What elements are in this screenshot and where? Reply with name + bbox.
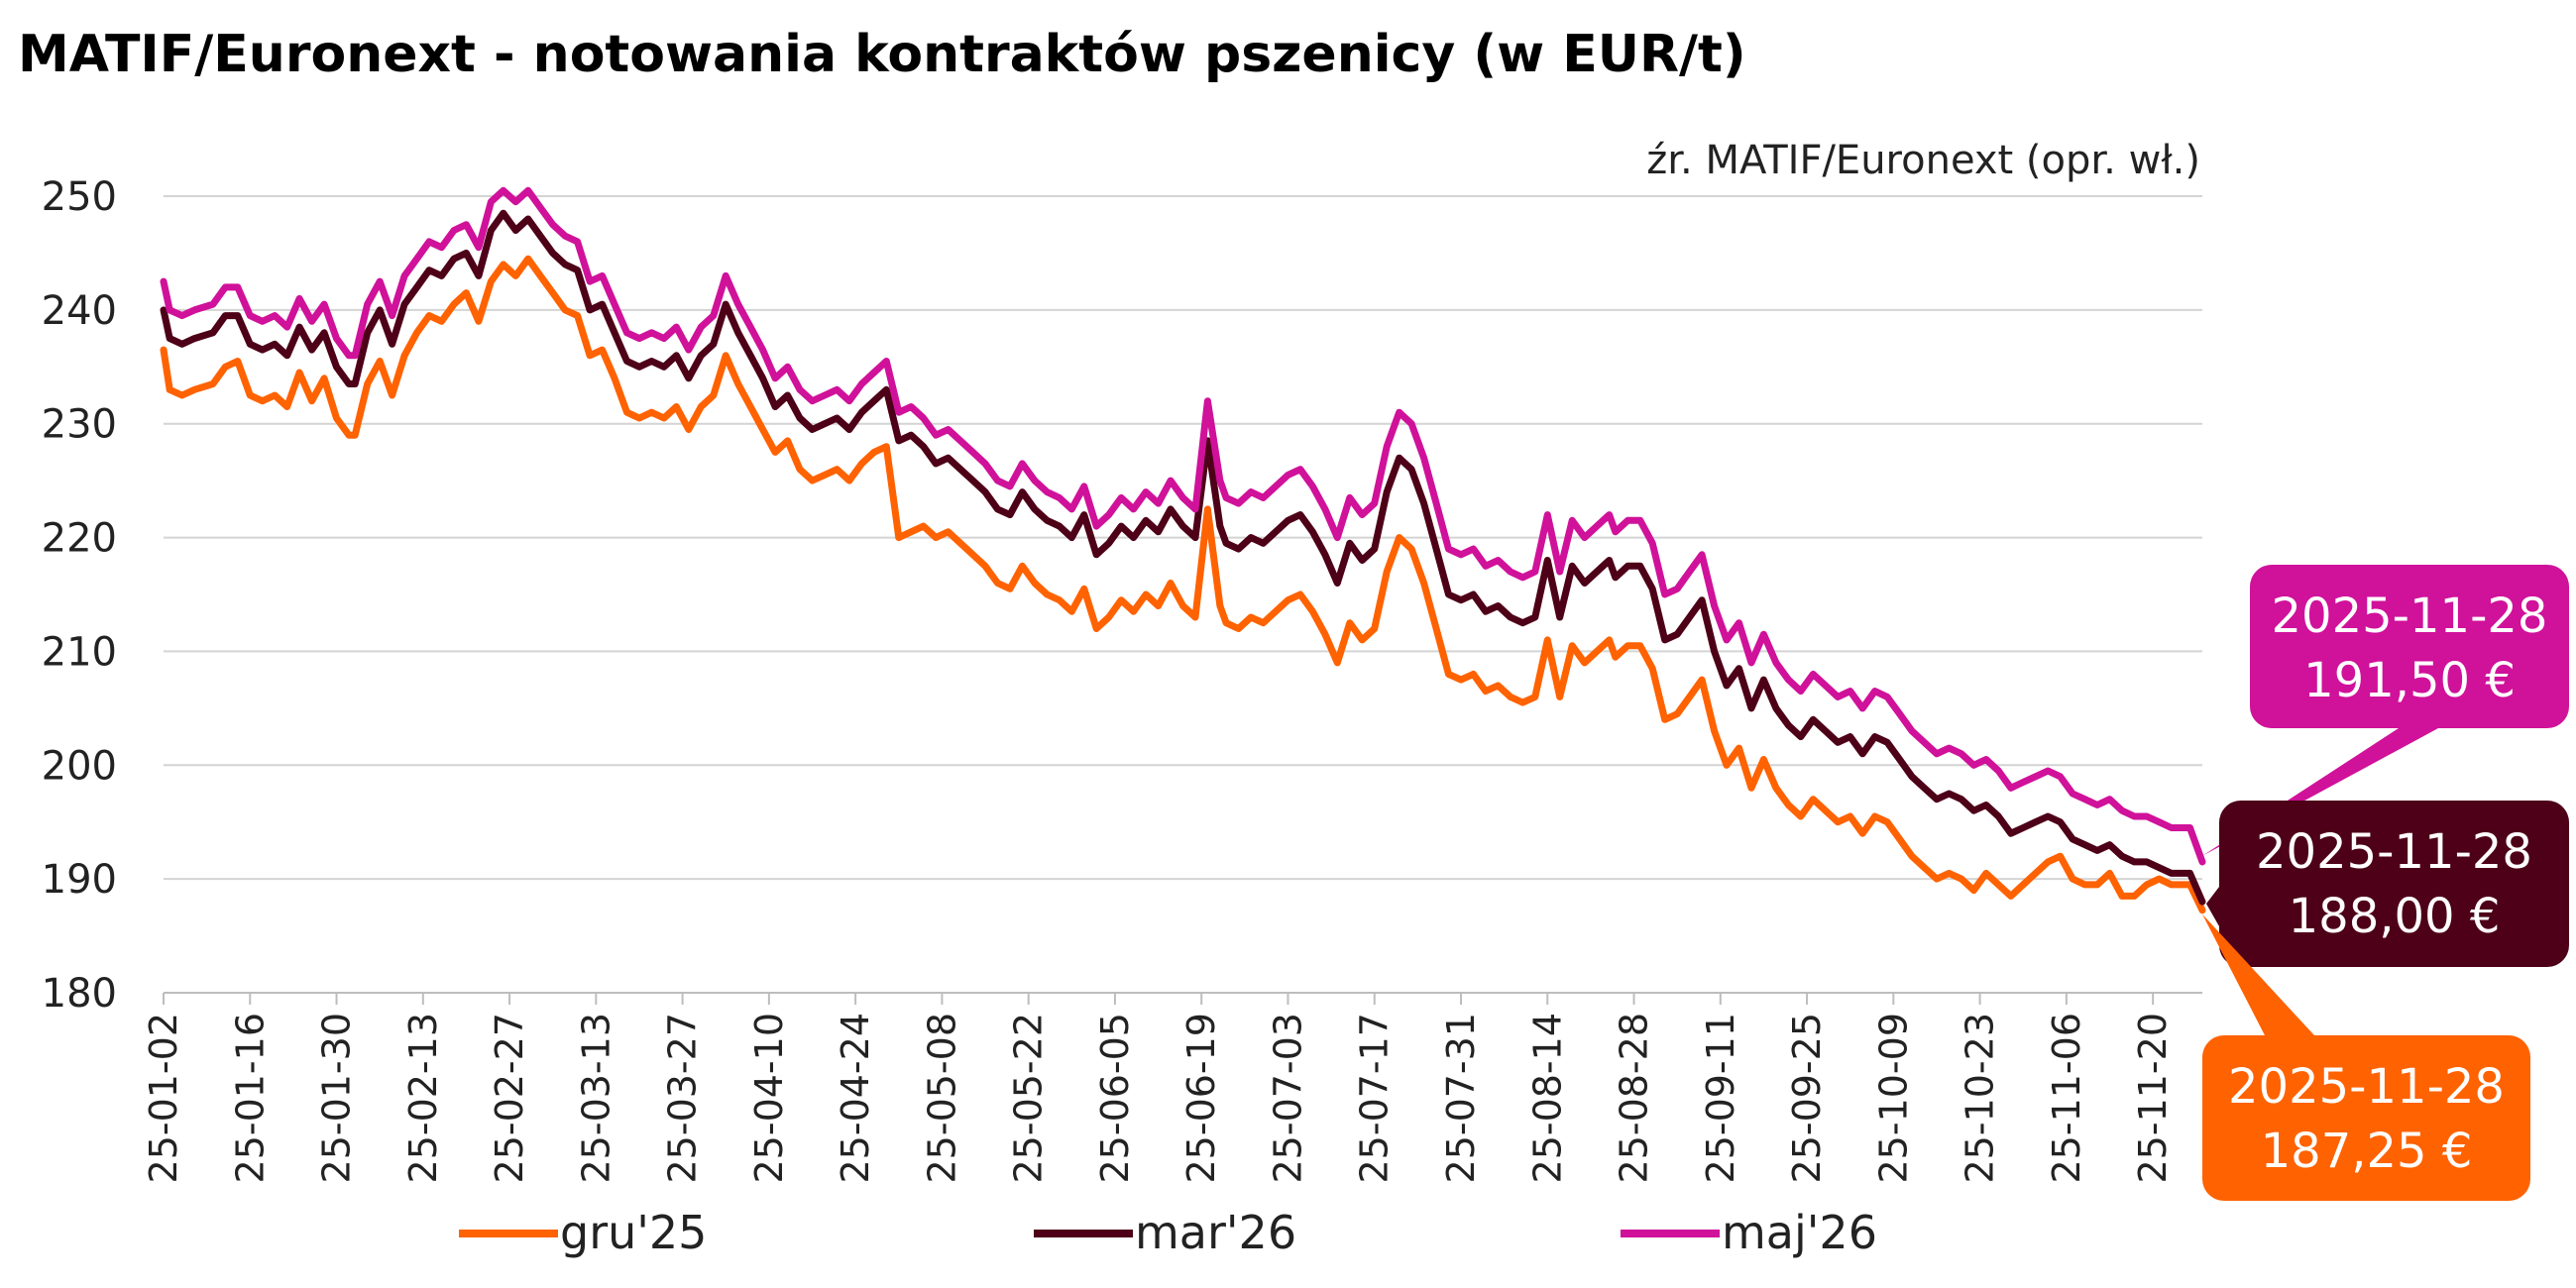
callout: 2025-11-28 188,00 € [2206,801,2569,967]
x-tick-label: 25-01-02 [142,1013,185,1183]
x-tick-label: 25-09-25 [1785,1013,1829,1183]
x-tick-label: 25-11-20 [2131,1013,2175,1183]
x-tick-label: 25-03-27 [661,1013,705,1183]
x-tick-label: 25-02-27 [488,1013,531,1183]
y-tick-label: 190 [42,857,117,903]
y-tick-label: 230 [42,402,117,448]
legend-label: mar'26 [1135,1206,1296,1259]
callout-date: 2025-11-28 [2256,824,2532,880]
legend: gru'25 mar'26 maj'26 [459,1206,1877,1259]
callout-box [2250,565,2569,728]
x-tick-label: 25-06-05 [1093,1013,1137,1183]
x-tick-label: 25-03-13 [574,1013,617,1183]
y-tick-label: 200 [42,743,117,789]
legend-label: maj'26 [1722,1206,1877,1259]
y-tick-label: 240 [42,288,117,334]
y-tick-label: 250 [42,174,117,220]
x-tick-label: 25-01-16 [228,1013,272,1183]
series-line [160,186,2206,866]
callout-pointer [2202,913,2314,1035]
callout-value: 191,50 € [2303,653,2516,708]
callout-box [2202,1035,2530,1201]
x-tick-label: 25-04-10 [747,1013,791,1183]
series-line [160,209,2206,906]
y-tick-label: 180 [42,971,117,1017]
x-tick-label: 25-06-19 [1179,1013,1223,1183]
callout-date: 2025-11-28 [2228,1059,2505,1115]
callout-value: 187,25 € [2261,1124,2473,1179]
chart-title: MATIF/Euronext - notowania kontraktów ps… [18,25,1746,84]
x-tick-label: 25-09-11 [1699,1013,1742,1183]
chart-source: źr. MATIF/Euronext (opr. wł.) [1646,138,2200,183]
y-tick-label: 220 [42,516,117,562]
x-tick-label: 25-11-06 [2045,1013,2088,1183]
x-tick-label: 25-07-03 [1266,1013,1309,1183]
x-tick-label: 25-10-23 [1959,1013,2002,1183]
x-axis: 25-01-02 25-01-16 25-01-30 25-02-13 25-02-27… [142,992,2202,1183]
legend-label: gru'25 [560,1206,707,1259]
x-tick-label: 25-10-09 [1871,1013,1915,1183]
x-tick-label: 25-07-17 [1353,1013,1397,1183]
x-tick-label: 25-02-13 [401,1013,445,1183]
series-lines [160,186,2206,914]
y-axis-tick-labels: 180 190 200 210 220 230 240 250 [42,174,117,1017]
x-tick-label: 25-08-14 [1525,1013,1569,1183]
series-line [160,255,2206,914]
callout-date: 2025-11-28 [2272,589,2548,644]
gridlines [164,195,2202,881]
callout-pointer [2206,887,2219,926]
y-tick-label: 210 [42,629,117,675]
x-tick-label: 25-05-08 [920,1013,963,1183]
callout: 2025-11-28 187,25 € [2202,913,2530,1201]
callout-box [2219,801,2569,967]
x-tick-label: 25-04-24 [834,1013,877,1183]
callout-value: 188,00 € [2289,889,2501,944]
x-tick-label: 25-05-22 [1007,1013,1051,1183]
x-tick-label: 25-01-30 [315,1013,359,1183]
x-tick-label: 25-07-31 [1439,1013,1483,1183]
x-tick-label: 25-08-28 [1613,1013,1656,1183]
